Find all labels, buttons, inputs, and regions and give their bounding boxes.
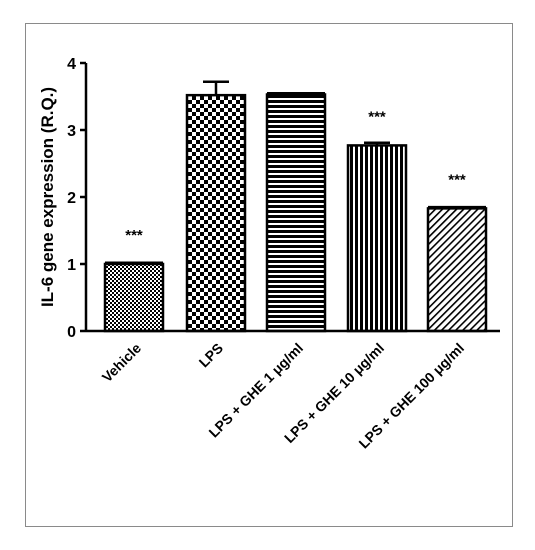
bar-1 — [185, 93, 247, 333]
significance-label: *** — [368, 108, 386, 125]
y-tick-label: 0 — [67, 324, 76, 341]
x-tick-label: Vehicle — [99, 340, 145, 386]
y-tick-label: 2 — [67, 190, 76, 207]
y-axis: 0 1 2 3 4 — [67, 56, 88, 341]
bar-3 — [346, 144, 408, 333]
bar-4 — [426, 207, 488, 333]
bars-group: *** *** *** — [103, 80, 488, 333]
bar-0 — [103, 262, 165, 333]
chart-frame — [25, 23, 513, 527]
bar-2 — [265, 93, 327, 333]
y-tick-label: 3 — [67, 123, 76, 140]
significance-label: *** — [448, 171, 466, 188]
y-tick-label: 4 — [67, 56, 76, 73]
y-tick-label: 1 — [67, 257, 76, 274]
y-axis-title: IL-6 gene expression (R.Q.) — [38, 87, 57, 307]
x-tick-label: LPS — [196, 340, 227, 371]
significance-label: *** — [125, 227, 143, 244]
